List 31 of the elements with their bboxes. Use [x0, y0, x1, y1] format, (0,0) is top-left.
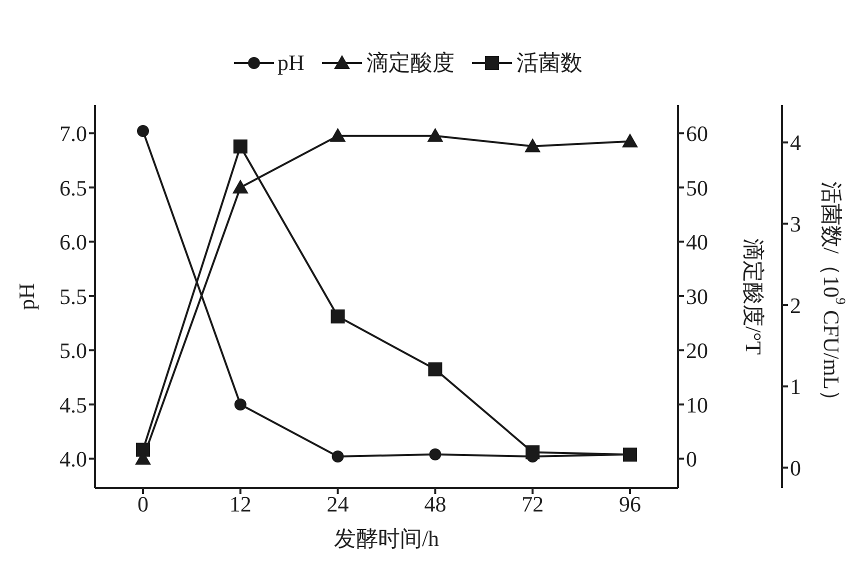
legend-label: 滴定酸度 [366, 49, 454, 77]
y2-tick-label: 50 [686, 175, 708, 200]
y2-tick-label: 60 [686, 121, 708, 146]
y-tick-label: 7.0 [60, 121, 87, 146]
y-tick-label: 5.0 [60, 338, 87, 364]
y-axis-title: pH [14, 282, 38, 310]
y3-tick-label: 1 [790, 374, 801, 400]
y2-tick-label: 20 [686, 338, 708, 364]
legend-label: 活菌数 [516, 49, 582, 77]
legend-label: pH [278, 50, 304, 76]
y3-tick-label: 2 [790, 292, 801, 318]
x-tick-label: 72 [522, 492, 544, 517]
x-axis-title: 发酵时间/h [334, 526, 440, 550]
y-tick-label: 6.0 [60, 230, 87, 255]
x-tick-label: 24 [326, 492, 349, 517]
y2-tick-label: 10 [686, 392, 708, 418]
x-tick-label: 96 [619, 492, 641, 517]
x-tick-label: 48 [424, 492, 446, 517]
x-tick-label: 12 [229, 492, 252, 517]
y2-tick-label: 0 [686, 446, 697, 472]
y2-tick-label: 30 [686, 284, 708, 309]
y3-tick-label: 4 [790, 130, 801, 156]
y3-tick-label: 3 [790, 212, 801, 237]
y3-tick-label: 0 [790, 455, 801, 480]
x-tick-label: 0 [138, 492, 148, 517]
y-tick-label: 4.5 [60, 392, 87, 418]
y-tick-label: 6.5 [60, 175, 87, 200]
y-tick-label: 5.5 [60, 284, 87, 309]
y2-tick-label: 40 [686, 230, 708, 255]
y-tick-label: 4.0 [60, 446, 87, 472]
y2-axis-title: 滴定酸度/°T [742, 238, 766, 356]
